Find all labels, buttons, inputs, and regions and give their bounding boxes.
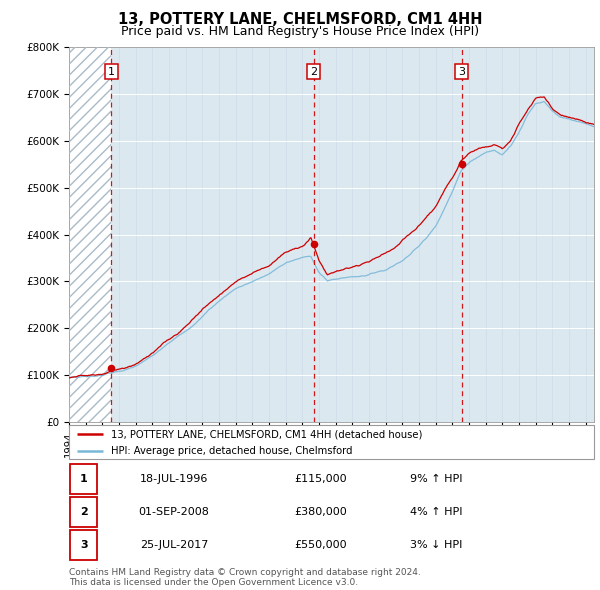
FancyBboxPatch shape [70,464,97,494]
FancyBboxPatch shape [70,530,97,560]
Text: 9% ↑ HPI: 9% ↑ HPI [410,474,463,484]
Text: Price paid vs. HM Land Registry's House Price Index (HPI): Price paid vs. HM Land Registry's House … [121,25,479,38]
Text: 18-JUL-1996: 18-JUL-1996 [140,474,208,484]
Text: 4% ↑ HPI: 4% ↑ HPI [410,507,463,517]
Text: 25-JUL-2017: 25-JUL-2017 [140,540,208,550]
Text: £115,000: £115,000 [295,474,347,484]
Text: 13, POTTERY LANE, CHELMSFORD, CM1 4HH: 13, POTTERY LANE, CHELMSFORD, CM1 4HH [118,12,482,27]
Text: 1: 1 [108,67,115,77]
FancyBboxPatch shape [69,425,594,459]
Bar [69,47,112,422]
Text: 3% ↓ HPI: 3% ↓ HPI [410,540,463,550]
Text: Contains HM Land Registry data © Crown copyright and database right 2024.
This d: Contains HM Land Registry data © Crown c… [69,568,421,587]
Text: £380,000: £380,000 [295,507,347,517]
Text: 13, POTTERY LANE, CHELMSFORD, CM1 4HH (detached house): 13, POTTERY LANE, CHELMSFORD, CM1 4HH (d… [111,430,422,440]
Text: 3: 3 [80,540,88,550]
Bar [69,47,112,422]
FancyBboxPatch shape [70,497,97,527]
Text: 3: 3 [458,67,465,77]
Text: 01-SEP-2008: 01-SEP-2008 [139,507,209,517]
Text: 2: 2 [310,67,317,77]
Text: 2: 2 [80,507,88,517]
Text: 1: 1 [80,474,88,484]
Text: HPI: Average price, detached house, Chelmsford: HPI: Average price, detached house, Chel… [111,447,353,457]
Text: £550,000: £550,000 [295,540,347,550]
